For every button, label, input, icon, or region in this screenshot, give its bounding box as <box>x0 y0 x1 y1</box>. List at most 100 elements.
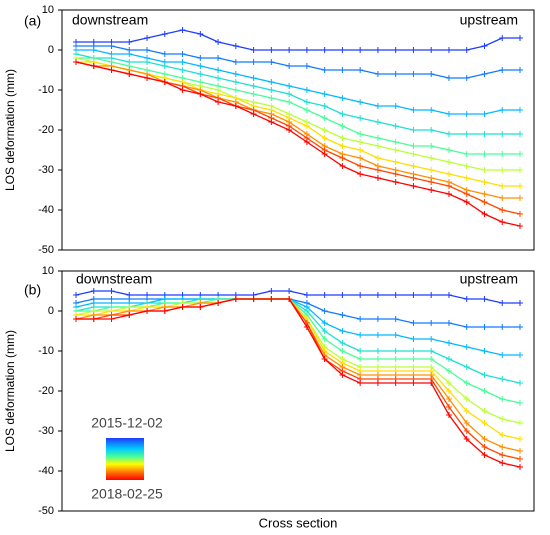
panel-a-point-marker <box>410 71 417 77</box>
panel-a-point-marker <box>321 151 328 157</box>
panel-b-point-marker <box>517 352 523 358</box>
panel-a-point-marker <box>357 139 364 145</box>
panel-a-point-marker <box>179 87 186 93</box>
panel-a-point-marker <box>410 175 417 181</box>
panel-a-series-line <box>76 49 520 115</box>
panel-b-point-marker <box>517 380 523 386</box>
panel-b-point-marker <box>392 380 399 386</box>
panel-b-point-marker <box>339 312 346 318</box>
panel-a-point-marker <box>90 47 97 53</box>
panel-a-point-marker <box>197 63 204 69</box>
panel-b-ytick-label: -40 <box>38 465 54 477</box>
panel-a-point-marker <box>286 83 293 89</box>
panel-a-point-marker <box>481 191 488 197</box>
panel-a-point-marker <box>428 179 435 185</box>
panel-a-ytick-label: -30 <box>38 164 54 176</box>
panel-b-point-marker <box>428 292 435 298</box>
panel-a-point-marker <box>161 79 168 85</box>
panel-a-point-marker <box>374 119 381 125</box>
panel-b-point-marker <box>445 404 452 410</box>
panel-a-series-2018-02-25 <box>73 59 523 229</box>
panel-a-point-marker <box>392 171 399 177</box>
panel-b-point-marker <box>321 356 328 362</box>
panel-b-point-marker <box>481 444 488 450</box>
panel-b-point-marker <box>73 316 79 322</box>
panel-a-point-marker <box>445 47 452 53</box>
panel-b-point-marker <box>339 292 346 298</box>
panel-a-point-marker <box>374 71 381 77</box>
panel-a-series-2017-11-01 <box>73 59 523 217</box>
panel-a-point-marker <box>499 183 506 189</box>
panel-a-point-marker <box>517 223 523 229</box>
panel-a-point-marker <box>517 131 523 137</box>
panel-a-point-marker <box>339 163 346 169</box>
panel-b-point-marker <box>374 316 381 322</box>
panel-a-point-marker <box>303 87 310 93</box>
panel-a-point-marker <box>357 115 364 121</box>
panel-b-point-marker <box>517 420 523 426</box>
panel-a-point-marker <box>374 143 381 149</box>
panel-a-point-marker <box>179 67 186 73</box>
panel-b-point-marker <box>517 448 523 454</box>
panel-a-series-line <box>76 57 520 155</box>
panel-a: (a) downstream upstream LOS deformation … <box>3 4 535 256</box>
panel-a-point-marker <box>428 71 435 77</box>
panel-b-point-marker <box>215 300 222 306</box>
panel-a-point-marker <box>463 175 470 181</box>
panel-a-point-marker <box>517 107 523 113</box>
panel-b-point-marker <box>445 320 452 326</box>
panel-b-point-marker <box>357 380 364 386</box>
panel-a-point-marker <box>392 47 399 53</box>
panel-a-point-marker <box>463 163 470 169</box>
panel-b-point-marker <box>517 464 523 470</box>
panel-a-series-line <box>76 61 520 187</box>
panel-b-point-marker <box>481 324 488 330</box>
panel-a-point-marker <box>144 75 151 81</box>
panel-b-point-marker <box>392 332 399 338</box>
panel-a-point-marker <box>268 119 275 125</box>
panel-b-ytick-label: 10 <box>42 265 54 277</box>
panel-a-point-marker <box>445 131 452 137</box>
panel-b-yticks: 10 0 -10 -20 -30 -40 -50 <box>38 265 62 517</box>
panel-a-point-marker <box>463 75 470 81</box>
panel-b-point-marker <box>108 288 115 294</box>
panel-b-point-marker <box>357 332 364 338</box>
panel-a-point-marker <box>126 51 133 57</box>
panel-a-point-marker <box>321 135 328 141</box>
panel-a-point-marker <box>232 71 239 77</box>
panel-a-point-marker <box>268 47 275 53</box>
panel-a-point-marker <box>357 155 364 161</box>
panel-b-point-marker <box>499 444 506 450</box>
panel-a-point-marker <box>499 195 506 201</box>
panel-b-series-2017-11-01 <box>73 296 523 462</box>
panel-a-point-marker <box>161 63 168 69</box>
panel-b-point-marker <box>517 400 523 406</box>
panel-b-point-marker <box>321 328 328 334</box>
panel-a-point-marker <box>286 127 293 133</box>
panel-b-point-marker <box>357 356 364 362</box>
panel-a-point-marker <box>392 147 399 153</box>
panel-a-point-marker <box>286 91 293 97</box>
panel-a-point-marker <box>499 35 506 41</box>
panel-b-point-marker <box>303 292 310 298</box>
panel-a-ytick-label: -40 <box>38 204 54 216</box>
panel-a-point-marker <box>215 67 222 73</box>
panel-a-series-line <box>76 29 520 51</box>
panel-a-series-line <box>75 61 521 227</box>
panel-b-series-2015-12-02 <box>73 288 523 306</box>
panel-b-plot-area <box>73 288 523 470</box>
panel-a-point-marker <box>374 167 381 173</box>
panel-a-point-marker <box>108 67 115 73</box>
panel-a-point-marker <box>374 135 381 141</box>
panel-b-point-marker <box>499 452 506 458</box>
panel-b-point-marker <box>268 288 275 294</box>
panel-b-series-line <box>76 298 521 404</box>
panel-b-point-marker <box>428 336 435 342</box>
panel-a-point-marker <box>339 135 346 141</box>
panel-b-point-marker <box>463 380 470 386</box>
panel-a-point-marker <box>481 151 488 157</box>
panel-a-point-marker <box>463 199 470 205</box>
panel-a-point-marker <box>303 99 310 105</box>
panel-a-series-2016-11-01 <box>73 55 523 157</box>
panel-b-series-line <box>76 298 521 460</box>
